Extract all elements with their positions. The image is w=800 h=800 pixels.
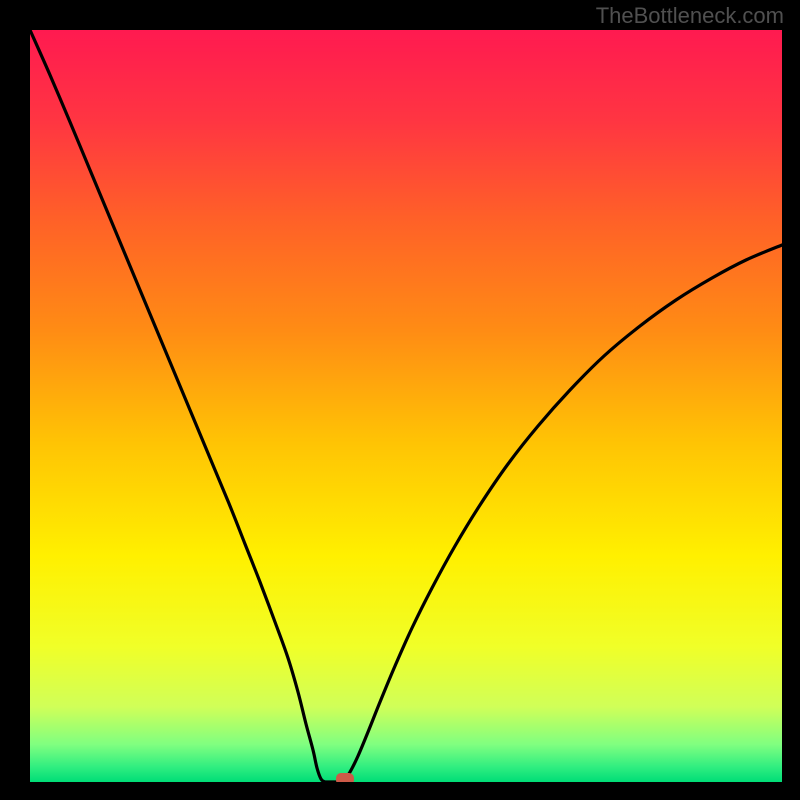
chart-svg — [30, 30, 782, 782]
watermark-text: TheBottleneck.com — [596, 3, 784, 29]
chart-plot-area — [30, 30, 782, 782]
chart-background — [30, 30, 782, 782]
optimal-marker — [336, 773, 354, 782]
